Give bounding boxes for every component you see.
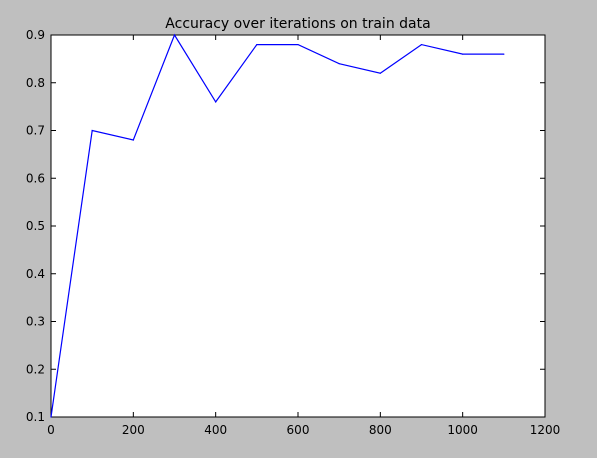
x-tick-label: 200 [122, 423, 145, 437]
y-tick-label: 0.8 [26, 76, 45, 90]
data-point [173, 34, 176, 36]
tick-labels: 0 200 400 600 800 1000 1200 0.1 0.2 0.3 0.4 0.5 0.6 0… [26, 28, 560, 437]
y-tick-label: 0.7 [26, 124, 45, 138]
x-tick-label: 800 [369, 423, 392, 437]
data-point [338, 63, 340, 65]
data-point [91, 129, 93, 132]
data-point [132, 139, 134, 141]
data-point [420, 43, 423, 46]
x-tick-label: 1000 [447, 423, 478, 437]
tick-marks [50, 34, 546, 418]
series-layer [50, 33, 505, 418]
data-point [50, 416, 52, 418]
data-point [256, 43, 258, 46]
data-point [379, 72, 381, 74]
x-tick-label: 0 [47, 423, 55, 437]
x-tick-label: 600 [287, 423, 310, 437]
x-tick-label: 400 [204, 423, 227, 437]
data-point [215, 101, 217, 103]
data-point [297, 43, 299, 46]
y-tick-label: 0.9 [26, 28, 45, 42]
data-point [503, 53, 505, 55]
y-tick-label: 0.6 [26, 171, 45, 185]
y-tick-label: 0.4 [26, 267, 45, 281]
y-tick-label: 0.2 [26, 362, 45, 376]
series-line [50, 33, 504, 418]
x-tick-label: 1200 [530, 423, 561, 437]
chart-title: Accuracy over iterations on train data [165, 16, 430, 32]
plot-area [50, 34, 546, 418]
y-tick-label: 0.3 [26, 315, 45, 329]
y-tick-label: 0.1 [26, 410, 45, 424]
data-point [462, 53, 464, 55]
y-tick-label: 0.5 [26, 219, 45, 233]
